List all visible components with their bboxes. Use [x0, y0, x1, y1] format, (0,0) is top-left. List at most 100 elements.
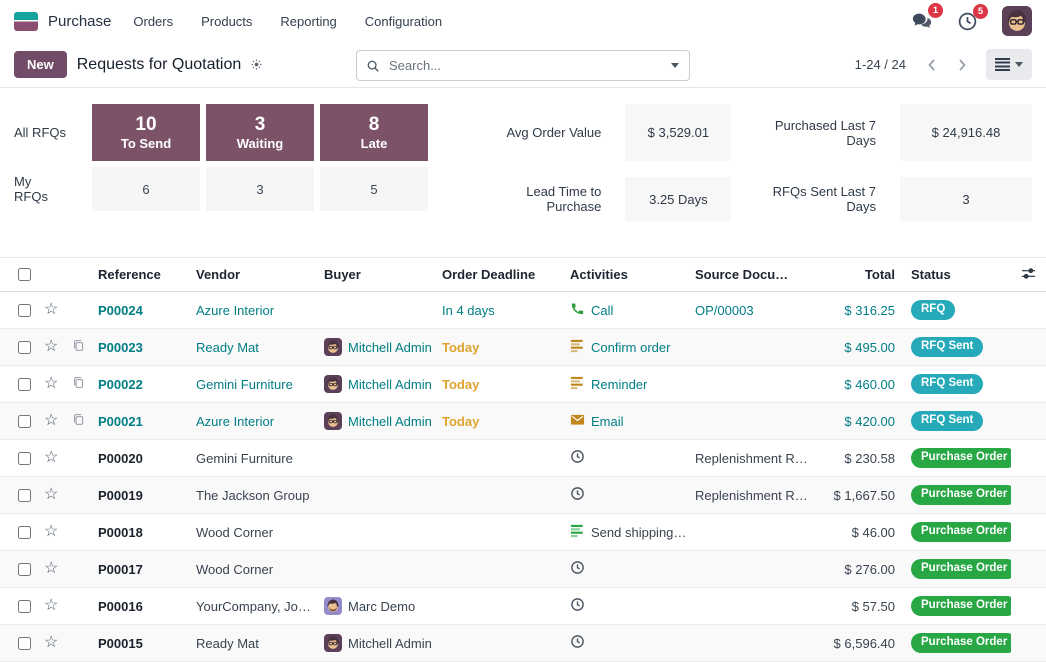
card-waiting[interactable]: 3 Waiting: [206, 104, 314, 161]
table-row[interactable]: ☆ P00016 YourCompany, Jo… Marc Demo: [0, 587, 1046, 625]
col-activities[interactable]: Activities: [562, 257, 687, 292]
search-dropdown-toggle[interactable]: [661, 51, 689, 80]
activity-list-icon[interactable]: [570, 338, 585, 353]
activity-label[interactable]: Email: [591, 413, 624, 429]
all-rfqs-label[interactable]: All RFQs: [14, 125, 66, 140]
menu-orders[interactable]: Orders: [133, 13, 174, 29]
row-checkbox[interactable]: [18, 340, 31, 354]
vendor-link[interactable]: Azure Interior: [196, 413, 275, 429]
row-checkbox[interactable]: [18, 303, 31, 317]
row-checkbox[interactable]: [18, 525, 31, 539]
table-row[interactable]: ☆ P00022 Gemini Furniture Mitchell Admin…: [0, 365, 1046, 403]
favorite-star-icon[interactable]: ☆: [44, 449, 59, 466]
buyer-name[interactable]: Mitchell Admin: [348, 376, 432, 392]
vendor-link[interactable]: Ready Mat: [196, 635, 259, 651]
reference-link[interactable]: P00020: [98, 450, 143, 466]
favorite-star-icon[interactable]: ☆: [44, 338, 59, 355]
odoo-logo-icon[interactable]: [14, 11, 38, 31]
activity-label[interactable]: Call: [591, 302, 614, 318]
reference-link[interactable]: P00022: [98, 376, 143, 392]
select-all-checkbox[interactable]: [18, 268, 31, 281]
favorite-star-icon[interactable]: ☆: [44, 597, 59, 614]
reference-link[interactable]: P00023: [98, 339, 143, 355]
buyer-name[interactable]: Mitchell Admin: [348, 339, 432, 355]
row-checkbox[interactable]: [18, 599, 31, 613]
activity-list-icon[interactable]: [570, 375, 585, 390]
table-row[interactable]: ☆ P00021 Azure Interior Mitchell Admin T…: [0, 402, 1046, 440]
activity-label[interactable]: Confirm order: [591, 339, 671, 355]
favorite-star-icon[interactable]: ☆: [44, 301, 59, 318]
activity-clock-icon[interactable]: [570, 449, 585, 464]
my-waiting-count[interactable]: 3: [206, 167, 314, 211]
reference-link[interactable]: P00024: [98, 302, 143, 318]
card-to-send[interactable]: 10 To Send: [92, 104, 200, 161]
pager-next-button[interactable]: [948, 55, 976, 75]
buyer-name[interactable]: Mitchell Admin: [348, 413, 432, 429]
row-checkbox[interactable]: [18, 488, 31, 502]
col-total[interactable]: Total: [807, 257, 903, 292]
favorite-star-icon[interactable]: ☆: [44, 634, 59, 651]
activity-clock-icon[interactable]: [570, 486, 585, 501]
vendor-link[interactable]: Ready Mat: [196, 339, 259, 355]
call-phone-icon[interactable]: [570, 301, 585, 316]
activities-button[interactable]: 5: [957, 3, 988, 32]
menu-products[interactable]: Products: [201, 13, 253, 29]
buyer-name[interactable]: Mitchell Admin: [348, 635, 432, 651]
user-avatar[interactable]: [1002, 6, 1032, 36]
table-row[interactable]: ☆ P00023 Ready Mat Mitchell Admin Today: [0, 328, 1046, 366]
col-reference[interactable]: Reference: [90, 257, 188, 292]
table-row[interactable]: ☆ P00017 Wood Corner: [0, 550, 1046, 588]
card-late[interactable]: 8 Late: [320, 104, 428, 161]
reference-link[interactable]: P00017: [98, 561, 143, 577]
pager-previous-button[interactable]: [918, 55, 946, 75]
col-order-deadline[interactable]: Order Deadline: [434, 257, 562, 292]
menu-configuration[interactable]: Configuration: [364, 13, 443, 29]
reference-link[interactable]: P00016: [98, 598, 143, 614]
email-icon[interactable]: [570, 412, 585, 427]
row-checkbox[interactable]: [18, 377, 31, 391]
vendor-link[interactable]: Azure Interior: [196, 302, 275, 318]
favorite-star-icon[interactable]: ☆: [44, 523, 59, 540]
favorite-star-icon[interactable]: ☆: [44, 486, 59, 503]
activity-clock-icon[interactable]: [570, 560, 585, 575]
menu-reporting[interactable]: Reporting: [280, 13, 337, 29]
shipping-list-icon[interactable]: [570, 523, 585, 538]
col-vendor[interactable]: Vendor: [188, 257, 316, 292]
vendor-link[interactable]: The Jackson Group: [196, 487, 310, 503]
table-row[interactable]: ☆ P00019 The Jackson Group: [0, 476, 1046, 514]
col-source-document[interactable]: Source Docu…: [687, 257, 807, 292]
row-checkbox[interactable]: [18, 451, 31, 465]
activity-label[interactable]: Reminder: [591, 376, 648, 392]
view-switcher-button[interactable]: [986, 49, 1032, 80]
vendor-link[interactable]: Gemini Furniture: [196, 376, 293, 392]
buyer-name[interactable]: Marc Demo: [348, 598, 416, 614]
row-checkbox[interactable]: [18, 414, 31, 428]
reference-link[interactable]: P00019: [98, 487, 143, 503]
table-row[interactable]: ☆ P00024 Azure Interior In 4 days: [0, 292, 1046, 329]
search-input[interactable]: [387, 57, 661, 74]
activity-clock-icon[interactable]: [570, 634, 585, 649]
favorite-star-icon[interactable]: ☆: [44, 412, 59, 429]
row-checkbox[interactable]: [18, 636, 31, 650]
activity-label[interactable]: Send shipping…: [591, 524, 687, 540]
gear-icon[interactable]: [250, 58, 263, 71]
vendor-link[interactable]: Wood Corner: [196, 561, 274, 577]
activity-clock-icon[interactable]: [570, 597, 585, 612]
table-row[interactable]: ☆ P00015 Ready Mat Mitchell Admin: [0, 624, 1046, 662]
my-rfqs-label[interactable]: My RFQs: [14, 174, 48, 204]
row-checkbox[interactable]: [18, 562, 31, 576]
adjust-columns-icon[interactable]: [1021, 266, 1036, 281]
col-buyer[interactable]: Buyer: [316, 257, 434, 292]
table-row[interactable]: ☆ P00018 Wood Corner: [0, 513, 1046, 551]
my-to-send-count[interactable]: 6: [92, 167, 200, 211]
reference-link[interactable]: P00015: [98, 635, 143, 651]
app-name[interactable]: Purchase: [48, 12, 112, 30]
table-row[interactable]: ☆ P00020 Gemini Furniture: [0, 439, 1046, 477]
vendor-link[interactable]: Gemini Furniture: [196, 450, 293, 466]
vendor-link[interactable]: Wood Corner: [196, 524, 274, 540]
reference-link[interactable]: P00018: [98, 524, 143, 540]
my-late-count[interactable]: 5: [320, 167, 428, 211]
favorite-star-icon[interactable]: ☆: [44, 375, 59, 392]
reference-link[interactable]: P00021: [98, 413, 143, 429]
col-status[interactable]: Status: [903, 257, 1011, 292]
